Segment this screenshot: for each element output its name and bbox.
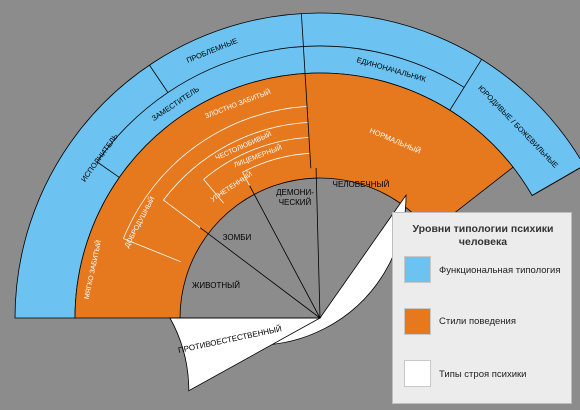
legend-label-behavior: Стили поведения [439,316,516,327]
divider-behavior-hypocrite [242,172,250,186]
label-psyche-human: ЧЕЛОВЕЧНЫЙ [333,180,390,189]
legend-swatch-psyche [404,360,431,387]
label-psyche-demonic-2: ЧЕСКИЙ [279,198,312,207]
label-psyche-animal: ЖИВОТНЫЙ [192,281,240,290]
divider-behavior-goodnatured [163,199,201,229]
divider-functional-4 [96,161,120,178]
arc-functional-inner [96,45,465,163]
divider-psyche-3 [199,227,321,319]
divider-behavior-mildly [123,238,182,263]
divider-functional-2 [149,64,169,93]
divider-functional-edge [531,167,580,196]
arc-behavior-4 [242,152,310,173]
legend-title: Уровни типологии психики человека [393,223,573,249]
behavior-styles-band [74,72,514,319]
legend-title-line-2: человека [458,236,508,248]
arc-behavior-2 [163,121,309,201]
legend: Уровни типологии психики человека Функци… [392,212,572,404]
label-psyche-zombie: ЗОМБИ [223,233,252,242]
arc-behavior-3 [203,136,309,180]
legend-swatch-behavior [404,308,431,335]
psyche-unnatural-sector [169,317,322,392]
divider-functional-1 [300,13,306,74]
divider-psyche-1 [315,168,321,319]
divider-behavior-normal [304,73,312,169]
legend-swatch-functional [404,256,431,283]
divider-psyche-2 [249,185,321,319]
divider-functional-3 [449,59,482,111]
legend-title-line-1: Уровни типологии психики [412,223,554,235]
arc-behavior-1 [123,105,308,239]
label-psyche-demonic-1: ДЕМОНИ- [276,188,314,197]
divider-behavior-vain [203,179,224,204]
legend-label-psyche: Типы строя психики [439,369,527,380]
legend-label-functional: Функциональная типология [439,265,561,276]
